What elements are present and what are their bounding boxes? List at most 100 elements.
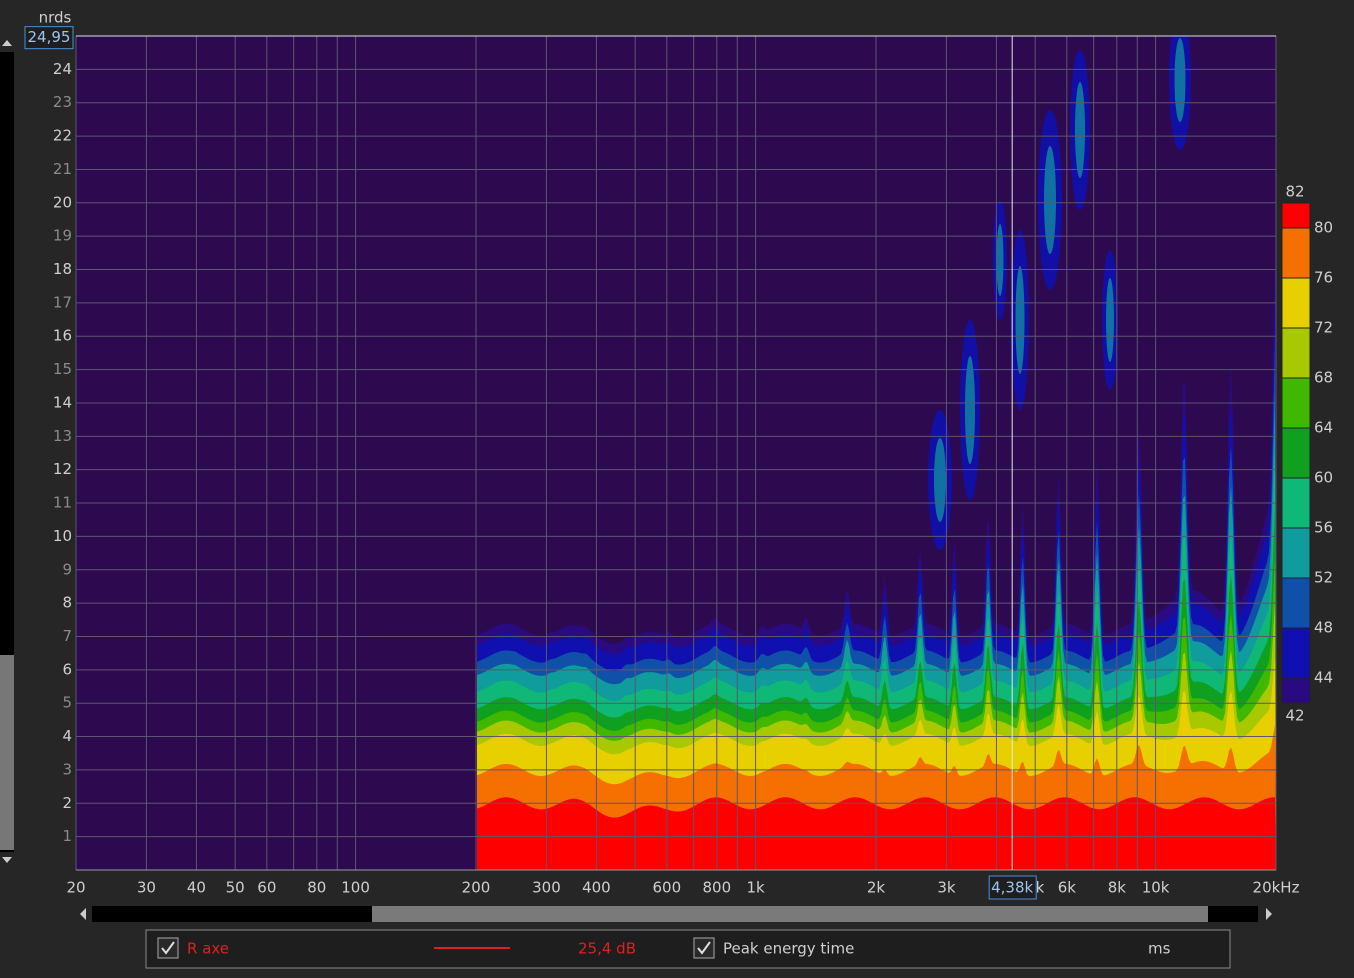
spectrogram-streak [1044, 146, 1056, 254]
r-axis-value: 25,4 dB [578, 940, 636, 958]
scroll-up[interactable] [2, 40, 12, 46]
x-tick-label: 1k [746, 879, 765, 897]
x-tick-label: 10k [1142, 879, 1170, 897]
x-tick-label: 40 [187, 879, 206, 897]
v-scroll-thumb[interactable] [0, 655, 14, 850]
spectrogram-streak [965, 356, 975, 464]
x-tick-label: 20 [66, 879, 85, 897]
r-axis-checkbox[interactable] [157, 937, 179, 959]
spectrogram-streak [1075, 82, 1085, 178]
y-tick-label: 23 [53, 93, 72, 111]
color-scale-segment [1281, 677, 1311, 704]
color-scale-label: 68 [1314, 369, 1333, 387]
peak-unit: ms [1148, 940, 1171, 958]
cursor-x-box [988, 875, 1037, 900]
color-scale-segment [1281, 577, 1311, 629]
y-tick-label: 13 [53, 427, 72, 445]
color-scale-label: 80 [1314, 219, 1333, 237]
y-tick-label: 17 [53, 293, 72, 311]
y-axis-label: nrds [39, 9, 72, 27]
spectrogram-streak [934, 438, 946, 522]
x-tick-label: 3k [937, 879, 956, 897]
color-scale-segment [1281, 277, 1311, 329]
v-scroll-track[interactable] [0, 52, 14, 852]
peak-checkbox[interactable] [693, 937, 715, 959]
x-tick-label: 80 [307, 879, 326, 897]
y-tick-label: 24 [53, 60, 72, 78]
scroll-left[interactable] [80, 908, 86, 920]
h-scroll-thumb[interactable] [372, 906, 1208, 922]
x-tick-label: 6k [1058, 879, 1077, 897]
x-tick-label: 20kHz [1253, 879, 1300, 897]
y-tick-label: 12 [53, 460, 72, 478]
y-tick-label: 6 [62, 660, 72, 678]
color-scale-segment [1281, 627, 1311, 679]
x-tick-label: 60 [257, 879, 276, 897]
color-scale-segment [1281, 427, 1311, 479]
checkmark [161, 941, 175, 955]
x-tick-label: 200 [462, 879, 491, 897]
x-tick-label: 100 [341, 879, 370, 897]
y-tick-label: 8 [62, 594, 72, 612]
color-scale-label: 42 [1285, 707, 1304, 725]
x-tick-label: 8k [1108, 879, 1127, 897]
x-tick-label: 400 [582, 879, 611, 897]
x-tick-label: 600 [653, 879, 682, 897]
cursor-y-box [24, 26, 74, 50]
color-scale-label: 82 [1285, 183, 1304, 201]
color-scale-label: 64 [1314, 419, 1333, 437]
color-scale-label: 60 [1314, 469, 1333, 487]
color-scale-label: 56 [1314, 519, 1333, 537]
spectrogram-streak [1015, 266, 1025, 374]
y-tick-label: 10 [53, 527, 72, 545]
color-scale-label: 48 [1314, 619, 1333, 637]
color-scale-segment [1281, 477, 1311, 529]
y-tick-label: 16 [53, 327, 72, 345]
scroll-right[interactable] [1266, 908, 1272, 920]
x-tick-label: 50 [226, 879, 245, 897]
color-scale-segment [1281, 377, 1311, 429]
y-tick-label: 4 [62, 727, 72, 745]
y-tick-label: 21 [53, 160, 72, 178]
cursor-y-label: 24,95 [28, 28, 71, 46]
y-tick-label: 3 [62, 760, 72, 778]
grid: 2030405060801002003004006008001k2k3k5k6k… [53, 36, 1300, 897]
controls-panel [145, 929, 1231, 969]
y-tick-label: 7 [62, 627, 72, 645]
scroll-down[interactable] [2, 857, 12, 863]
peak-label[interactable]: Peak energy time [723, 940, 854, 958]
cursor-x-label: 4,38k [991, 879, 1033, 897]
color-scale: 82 80 76 72 68 64 60 56 52 48 44 42 [1281, 183, 1333, 725]
spectrogram-streak [1106, 278, 1114, 362]
color-scale-segment [1281, 227, 1311, 279]
y-tick-label: 9 [62, 560, 72, 578]
color-scale-label: 44 [1314, 669, 1333, 687]
color-scale-segment [1281, 327, 1311, 379]
x-tick-label: 2k [867, 879, 886, 897]
y-tick-label: 20 [53, 193, 72, 211]
x-tick-label: 800 [703, 879, 732, 897]
y-tick-label: 19 [53, 227, 72, 245]
color-scale-segment [1281, 202, 1311, 229]
y-tick-label: 2 [62, 794, 72, 812]
color-scale-label: 76 [1314, 269, 1333, 287]
x-tick-label: 30 [137, 879, 156, 897]
color-scale-label: 52 [1314, 569, 1333, 587]
spectrogram-streak [1174, 38, 1186, 122]
y-tick-label: 5 [62, 694, 72, 712]
y-tick-label: 1 [62, 827, 72, 845]
r-axis-label[interactable]: R axe [187, 940, 229, 958]
color-scale-label: 72 [1314, 319, 1333, 337]
cursor: 4,38k 24,95 [24, 26, 1037, 900]
y-tick-label: 18 [53, 260, 72, 278]
checkmark [697, 941, 711, 955]
color-scale-segment [1281, 527, 1311, 579]
y-tick-label: 22 [53, 127, 72, 145]
y-tick-label: 15 [53, 360, 72, 378]
y-tick-label: 11 [53, 494, 72, 512]
x-tick-label: 300 [532, 879, 561, 897]
y-tick-label: 14 [53, 393, 72, 411]
spectrogram-streak [996, 224, 1004, 296]
